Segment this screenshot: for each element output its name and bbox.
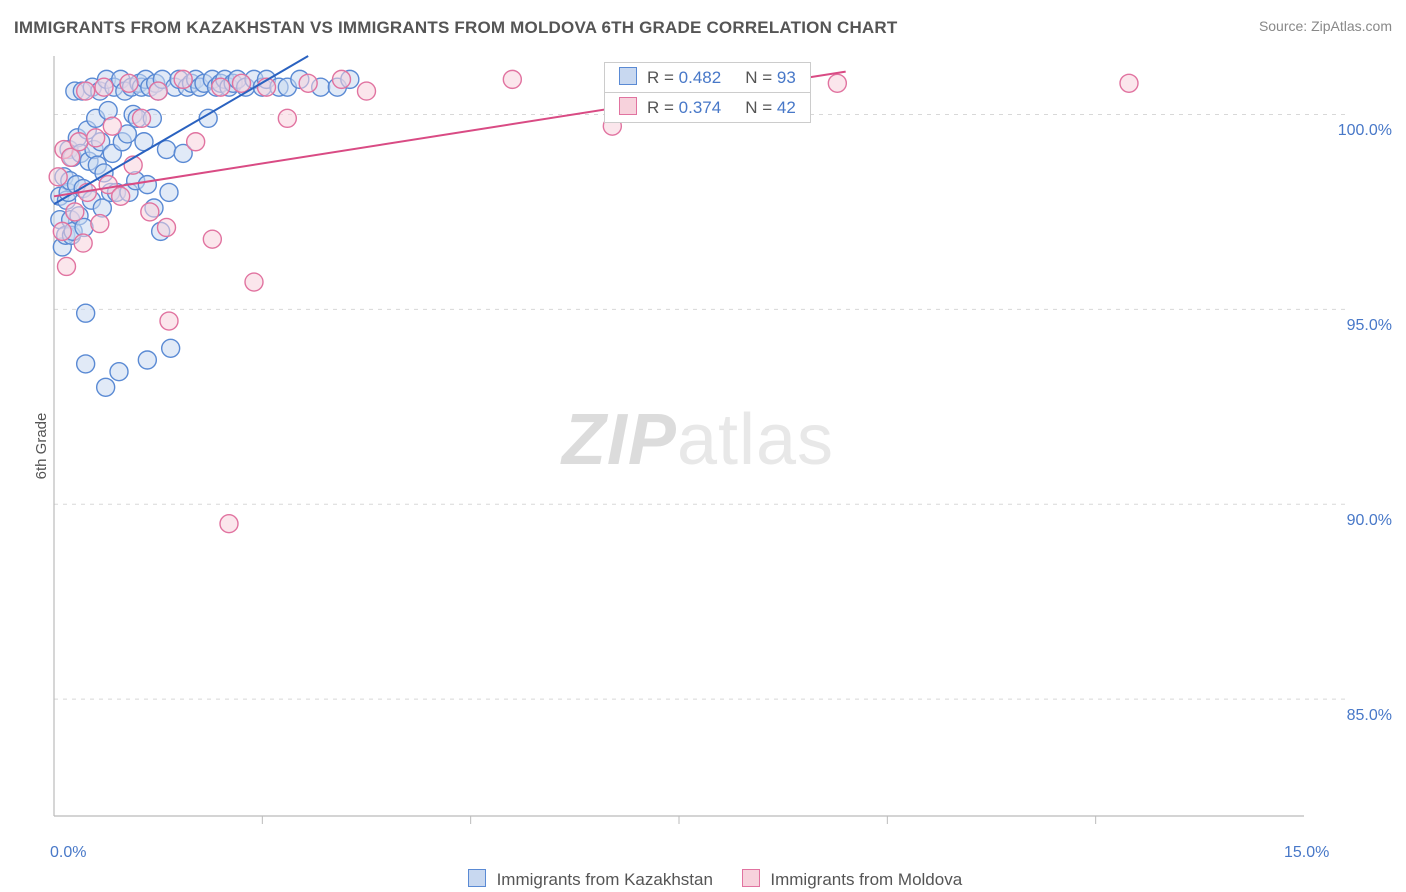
x-tick-min: 0.0% — [50, 844, 86, 862]
x-tick-max: 15.0% — [1284, 844, 1329, 862]
legend: Immigrants from Kazakhstan Immigrants fr… — [0, 869, 1406, 890]
stat-box-moldova: R = 0.374N = 42 — [604, 92, 811, 123]
y-tick-label: 85.0% — [1347, 707, 1392, 725]
source-credit: Source: ZipAtlas.com — [1259, 18, 1392, 34]
stat-box-kazakhstan: R = 0.482N = 93 — [604, 62, 811, 93]
plot-svg — [48, 50, 1348, 830]
source-link[interactable]: ZipAtlas.com — [1311, 18, 1392, 34]
legend-label-kazakhstan: Immigrants from Kazakhstan — [497, 870, 713, 889]
scatter-plot: ZIPatlas R = 0.482N = 93R = 0.374N = 42 … — [48, 50, 1348, 830]
y-tick-label: 100.0% — [1338, 122, 1392, 140]
legend-swatch-moldova — [742, 869, 760, 887]
legend-swatch-kazakhstan — [468, 869, 486, 887]
y-tick-label: 95.0% — [1347, 317, 1392, 335]
source-label: Source: — [1259, 18, 1311, 34]
chart-title: IMMIGRANTS FROM KAZAKHSTAN VS IMMIGRANTS… — [14, 18, 897, 37]
legend-label-moldova: Immigrants from Moldova — [770, 870, 962, 889]
y-tick-label: 90.0% — [1347, 512, 1392, 530]
